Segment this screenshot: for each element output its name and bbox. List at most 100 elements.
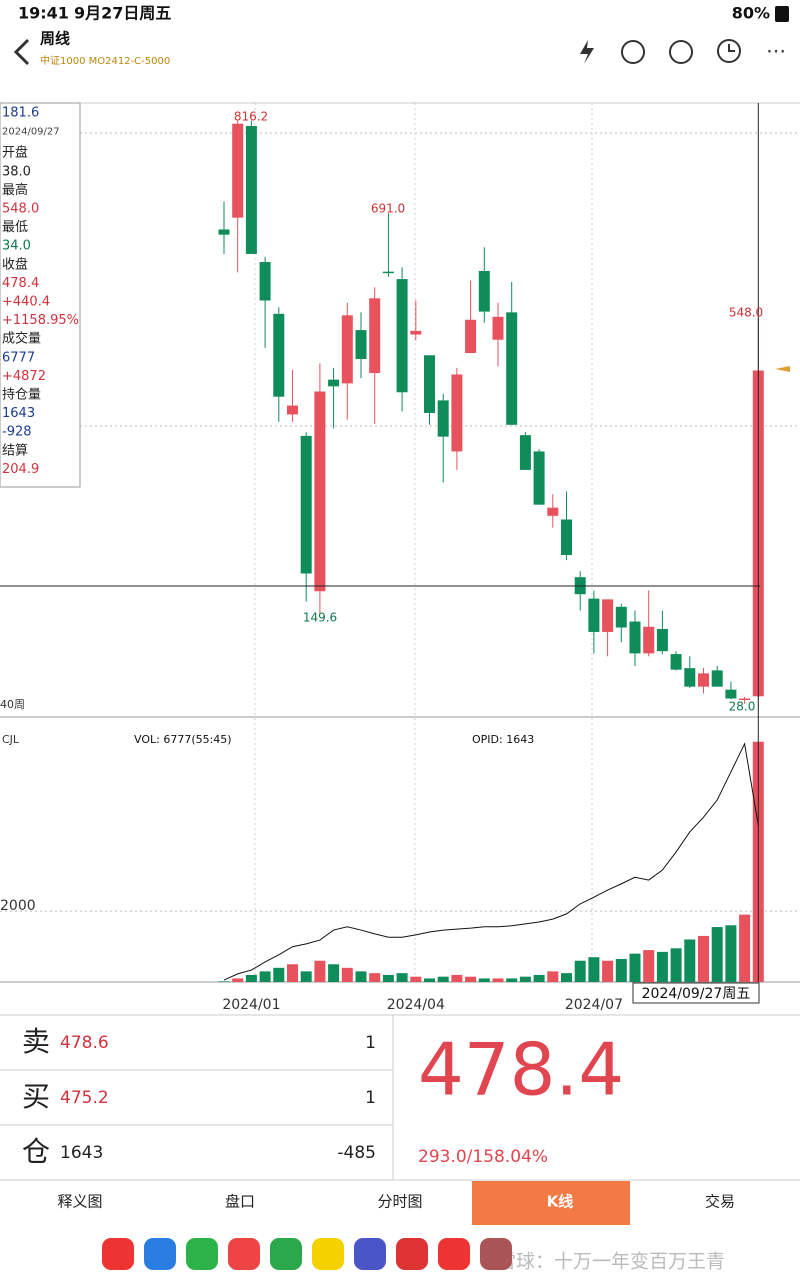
oi-line [223,742,759,981]
info-line: 478.4 [2,276,39,291]
dock-icon[interactable] [312,1238,344,1270]
info-line: 6777 [2,350,35,365]
x-tick-label: 2024/04 [387,997,445,1013]
dock-icon[interactable] [438,1238,470,1270]
quote-qty: 1 [365,1033,376,1053]
candle-body [629,621,641,654]
candle-body [478,270,490,312]
info-line: -928 [2,425,32,440]
cloud-up[interactable] [621,40,645,64]
volume-bar [588,957,600,982]
volume-bar [424,978,435,982]
candle-body [533,451,545,505]
candle-body [739,698,751,701]
cloud-down[interactable] [669,40,693,64]
volume-bar [478,978,490,982]
quote-qty: -485 [337,1143,376,1163]
quote-qty: 1 [365,1088,376,1108]
candle-body [711,670,723,687]
volume-bar [670,948,682,982]
x-tick-label: 2024/07 [565,997,623,1013]
tab[interactable]: 分时图 [377,1193,422,1211]
back-button[interactable] [13,38,30,66]
volume-bar [739,914,751,982]
tab[interactable]: 交易 [705,1193,735,1211]
volume-bar [369,973,381,982]
volume-bar [273,967,285,982]
candle-body [656,628,668,652]
volume-bar [232,978,244,982]
candle-body [369,298,381,374]
dock-icon[interactable] [396,1238,428,1270]
volume-bar [643,950,655,982]
info-line: 181.6 [2,106,39,121]
candle-body [328,379,340,387]
volume-bar [410,976,422,982]
tab[interactable]: 盘口 [225,1193,255,1211]
volume-bar [684,939,696,982]
vol-title: CJL [2,733,20,746]
info-line: 最高 [2,182,28,198]
last-price: 478.4 [418,1028,624,1112]
info-line: 2024/09/27 [2,127,60,138]
annotation: 816.2 [234,110,268,124]
battery-icon [775,6,789,22]
candle-body [615,606,627,628]
annotation: 548.0 [729,306,763,320]
volume-bar [519,976,531,982]
cursor-date: 2024/09/27周五 [642,986,751,1002]
flash-icon[interactable] [580,40,594,64]
candle-body [492,316,504,340]
candle-body [643,626,655,654]
volume-bar [602,960,614,982]
annotation: 28.0 [729,700,756,714]
quote-price: 1643 [60,1143,103,1163]
dock-icon[interactable] [480,1238,512,1270]
menu[interactable]: ⋯ [766,39,786,63]
quote-label: 仓 [22,1135,50,1168]
info-line: 204.9 [2,462,39,477]
info-line: 收盘 [2,256,28,272]
candle-body [218,229,230,235]
info-line: +1158.95% [2,313,79,328]
candle-body [273,313,285,397]
active-tab-bg [472,1181,630,1225]
volume-bar [341,967,353,982]
candle-body [259,262,271,301]
x-tick-label: 2024/01 [222,997,280,1013]
dock-icon[interactable] [354,1238,386,1270]
info-line: 38.0 [2,164,31,179]
info-line: 1643 [2,406,35,421]
volume-bar [396,973,408,982]
quote-label: 买 [22,1080,50,1113]
info-line: 开盘 [2,145,28,161]
tab[interactable]: 释义图 [57,1193,102,1211]
volume-bar [382,974,394,982]
dock-icon[interactable] [228,1238,260,1270]
dock-icon[interactable] [270,1238,302,1270]
oi-label: OPID: 1643 [472,733,534,746]
volume-bar [287,964,298,982]
status-time: 19:41 [18,4,69,23]
tab[interactable]: K线 [547,1193,574,1211]
candle-body [561,519,572,555]
volume-bar [218,981,230,982]
subtitle: 中证1000 MO2412-C-5000 [40,54,170,67]
volume-bar [506,978,518,982]
dock-icon[interactable] [186,1238,218,1270]
info-line: 548.0 [2,202,39,217]
volume-bar [314,960,326,982]
volume-bar [451,974,463,982]
period: 40周 [0,698,25,711]
dock-icon[interactable] [102,1238,134,1270]
info-panel [0,102,81,488]
volume-bar [465,976,477,982]
candle-body [314,391,326,592]
candle-body [300,435,312,574]
clock[interactable] [717,39,741,63]
candle-body [519,435,531,470]
clock-hand [728,44,735,52]
dock-icon[interactable] [144,1238,176,1270]
info-line: 34.0 [2,239,31,254]
